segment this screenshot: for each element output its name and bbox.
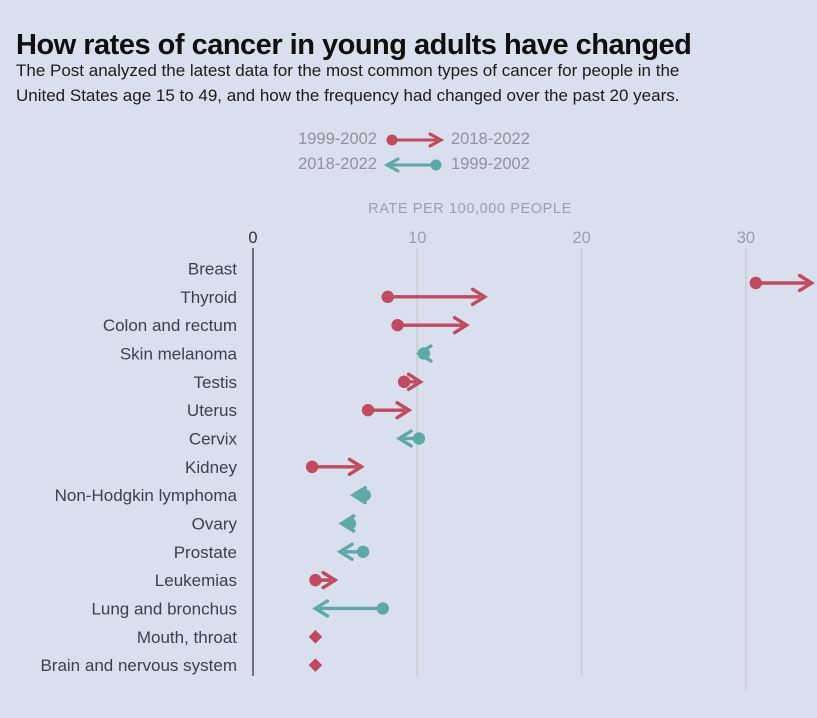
category-label: Brain and nervous system xyxy=(40,656,237,675)
arrowhead-icon xyxy=(415,344,433,363)
legend-decrease-to-label: 1999-2002 xyxy=(451,155,530,173)
start-dot-marker xyxy=(749,276,762,290)
category-label: Leukemias xyxy=(155,571,237,590)
legend-increase-from-label: 1999-2002 xyxy=(298,130,377,148)
increase-arrow-icon xyxy=(386,132,444,147)
trend-arrow xyxy=(312,599,389,618)
arrowhead-icon xyxy=(396,429,413,448)
trend-arrow xyxy=(749,273,815,293)
trend-arrow xyxy=(396,429,426,448)
start-dot-marker xyxy=(356,545,370,558)
start-dot-marker xyxy=(412,432,426,445)
start-dot-marker xyxy=(358,488,371,502)
category-label: Skin melanoma xyxy=(120,344,238,363)
start-dot-marker xyxy=(309,573,322,587)
trend-arrow xyxy=(361,400,413,420)
start-dot-marker xyxy=(376,602,389,615)
page-title: How rates of cancer in young adults have… xyxy=(16,29,692,62)
legend-row-increase: 1999-2002 2018-2022 xyxy=(296,130,530,148)
trend-arrow xyxy=(308,630,323,644)
no-change-diamond-marker xyxy=(308,658,323,672)
start-dot-marker xyxy=(391,318,404,332)
category-label: Ovary xyxy=(192,514,238,533)
category-label: Breast xyxy=(188,260,237,279)
arrowhead-icon xyxy=(338,514,356,533)
trend-arrow xyxy=(309,570,339,590)
legend-row-decrease: 2018-2022 1999-2002 xyxy=(296,155,530,173)
arrowhead-icon xyxy=(350,485,367,505)
start-dot-marker xyxy=(397,375,411,389)
x-axis-label: RATE PER 100,000 PEOPLE xyxy=(368,201,572,217)
trend-arrow xyxy=(308,658,323,672)
category-label: Kidney xyxy=(185,458,237,477)
category-label: Cervix xyxy=(189,429,238,448)
start-dot-marker xyxy=(381,290,394,304)
subtitle-line-2: United States age 15 to 49, and how the … xyxy=(16,86,680,105)
trend-arrow xyxy=(391,315,470,335)
start-dot-marker xyxy=(305,460,319,474)
arrowhead-icon xyxy=(797,273,815,293)
arrowhead-icon xyxy=(312,599,330,618)
arrowhead-icon xyxy=(321,570,339,590)
no-change-diamond-marker xyxy=(308,630,323,644)
arrowhead-icon xyxy=(395,400,413,420)
decrease-arrow-icon xyxy=(384,157,442,172)
trend-arrow xyxy=(338,514,357,533)
arrowhead-icon xyxy=(406,372,424,392)
category-label: Thyroid xyxy=(180,288,237,307)
category-label: Lung and bronchus xyxy=(91,599,237,618)
chart-subtitle: The Post analyzed the latest data for th… xyxy=(16,58,776,108)
category-label: Mouth, throat xyxy=(137,628,237,647)
trend-arrow xyxy=(305,457,365,477)
arrowhead-icon xyxy=(336,542,354,561)
chart-legend: 1999-2002 2018-2022 2018-2022 1999-2002 xyxy=(296,130,530,181)
x-tick-label: 20 xyxy=(572,229,590,247)
x-tick-label: 30 xyxy=(737,229,755,247)
legend-decrease-from-label: 2018-2022 xyxy=(298,155,377,173)
start-dot-marker xyxy=(361,403,375,417)
category-label: Uterus xyxy=(187,401,237,420)
category-label: Testis xyxy=(194,373,237,392)
trend-arrow xyxy=(381,287,488,307)
x-tick-label: 0 xyxy=(248,229,257,247)
trend-arrow xyxy=(397,372,424,392)
trend-arrow xyxy=(336,542,370,561)
arrowhead-icon xyxy=(347,457,365,477)
legend-increase-to-label: 2018-2022 xyxy=(451,130,530,148)
category-label: Prostate xyxy=(174,543,237,562)
trend-arrow xyxy=(415,344,433,363)
category-label: Non-Hodgkin lymphoma xyxy=(55,486,238,505)
x-tick-label: 10 xyxy=(408,229,426,247)
trend-arrow xyxy=(350,485,371,505)
arrowhead-icon xyxy=(452,315,470,335)
category-label: Colon and rectum xyxy=(103,316,237,335)
subtitle-line-1: The Post analyzed the latest data for th… xyxy=(16,61,680,80)
arrowhead-icon xyxy=(470,287,488,307)
